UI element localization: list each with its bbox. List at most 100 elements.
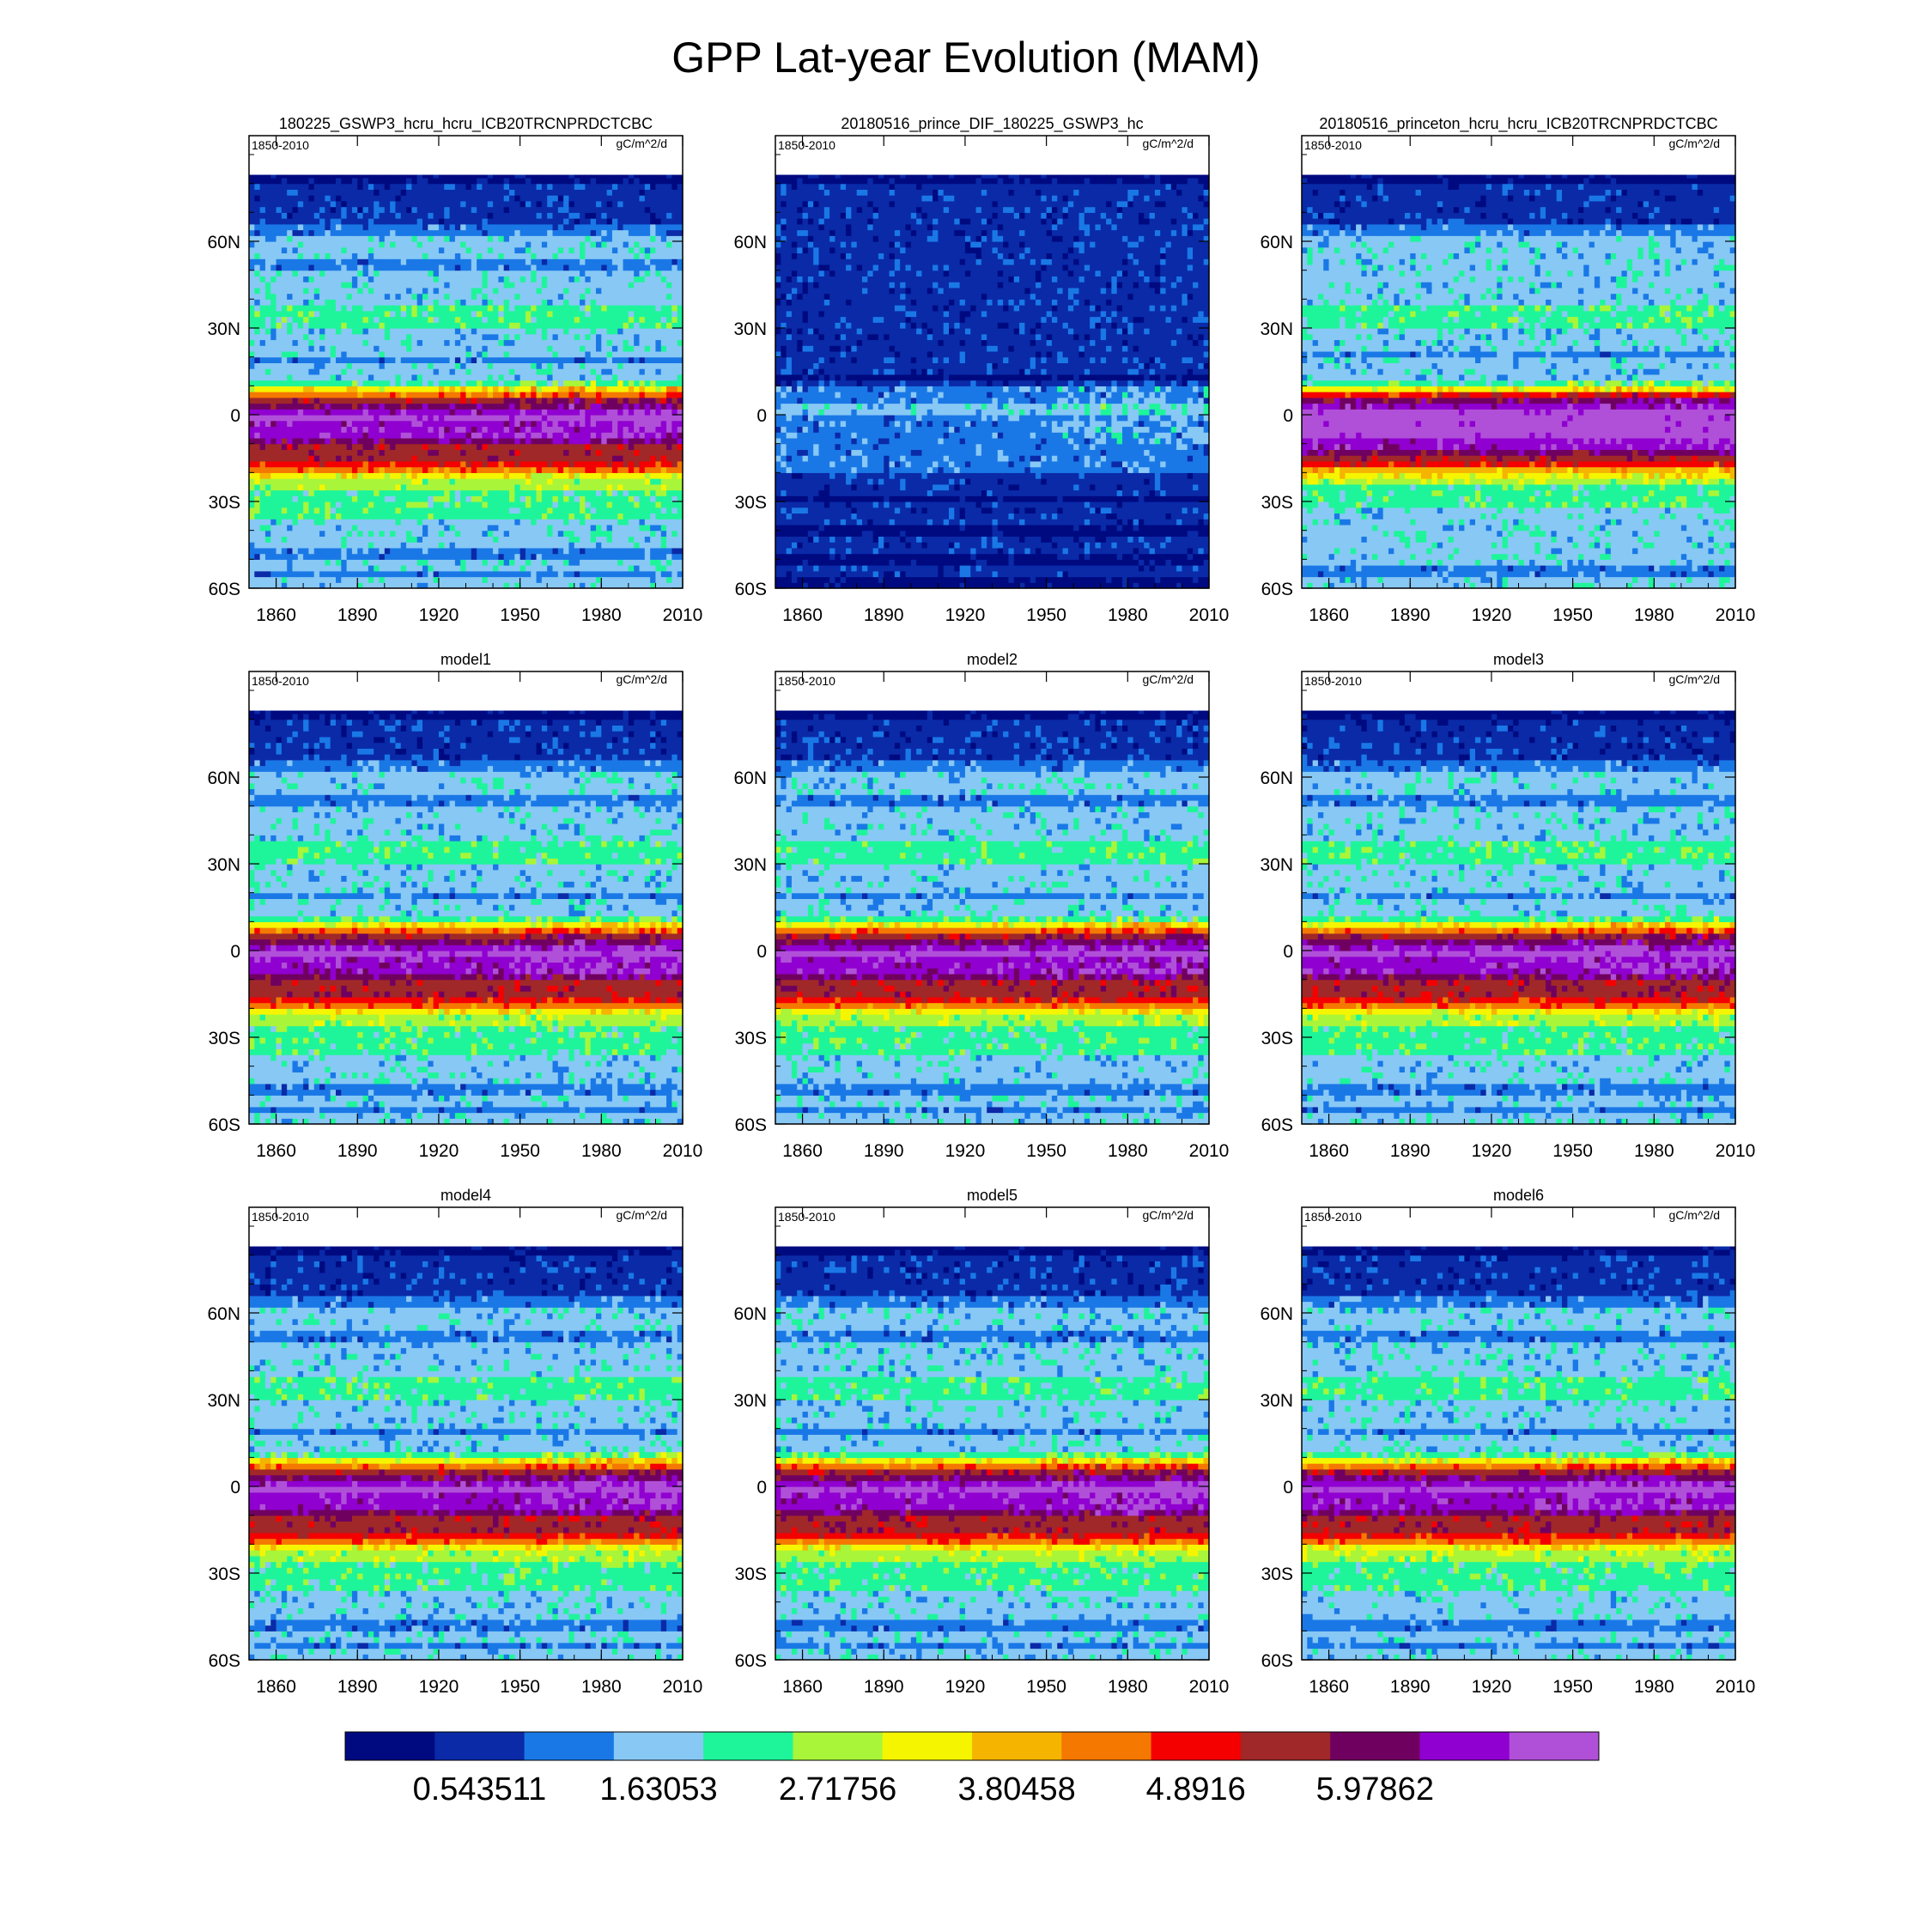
heatmap-cell (449, 374, 456, 381)
heatmap-cell (303, 530, 310, 537)
heatmap-cell (249, 235, 255, 242)
heatmap-cell (628, 282, 635, 289)
heatmap-cell (308, 507, 315, 514)
heatmap-cell (460, 420, 467, 428)
heatmap-cell (308, 478, 315, 485)
heatmap-cell (580, 339, 586, 346)
heatmap-cell (357, 374, 364, 381)
heatmap-cell (596, 374, 602, 381)
heatmap-cell (433, 426, 440, 433)
heatmap-cell (509, 305, 515, 312)
heatmap-cell (536, 489, 543, 496)
heatmap-cell (313, 397, 320, 404)
heatmap-cell (666, 282, 672, 289)
heatmap-cell (336, 489, 342, 496)
heatmap-cell (379, 287, 386, 295)
heatmap-cell (498, 282, 505, 289)
heatmap-cell (650, 513, 657, 519)
heatmap-cell (590, 235, 597, 242)
heatmap-cell (428, 322, 434, 329)
heatmap-cell (336, 559, 342, 566)
heatmap-cell (519, 282, 526, 289)
heatmap-cell (433, 437, 440, 445)
heatmap-cell (449, 530, 456, 537)
heatmap-cell (449, 513, 456, 519)
heatmap-cell (503, 426, 510, 433)
heatmap-cell (585, 426, 592, 433)
heatmap-cell (547, 258, 554, 265)
heatmap-cell (390, 478, 397, 485)
heatmap-cell (503, 530, 510, 537)
heatmap-cell (292, 403, 299, 410)
heatmap-cell (671, 542, 678, 549)
heatmap-cell (384, 415, 391, 422)
heatmap-cell (351, 455, 358, 462)
heatmap-cell (628, 426, 635, 433)
heatmap-cell (477, 293, 483, 300)
heatmap-cell (308, 293, 315, 300)
heatmap-cell (477, 374, 483, 381)
heatmap-cell (465, 530, 472, 537)
heatmap-cell (590, 449, 597, 456)
heatmap-cell (547, 305, 554, 312)
heatmap-cell (563, 345, 570, 352)
heatmap-cell (336, 449, 342, 456)
heatmap-cell (596, 507, 602, 514)
heatmap-cell (531, 536, 538, 543)
heatmap-cell (509, 513, 515, 519)
heatmap-cell (346, 328, 353, 335)
heatmap-cell (477, 229, 483, 236)
heatmap-cell (519, 483, 526, 491)
heatmap-cell (509, 362, 515, 369)
heatmap-cell (525, 478, 532, 485)
heatmap-cell (639, 519, 646, 526)
heatmap-cell (400, 386, 407, 392)
heatmap-cell (341, 443, 348, 450)
heatmap-cell (362, 287, 369, 295)
heatmap-cell (270, 305, 277, 312)
heatmap-cell (509, 437, 515, 445)
heatmap-cell (487, 460, 494, 468)
heatmap-cell (303, 310, 310, 318)
heatmap-cell (606, 403, 613, 410)
heatmap-cell (498, 316, 505, 323)
heatmap-cell (514, 310, 521, 318)
heatmap-cell (487, 530, 494, 537)
heatmap-cell (379, 519, 386, 526)
heatmap-cell (606, 455, 613, 462)
heatmap-cell (400, 420, 407, 428)
heatmap-cell (509, 322, 515, 329)
heatmap-cell (666, 582, 672, 589)
heatmap-cell (585, 392, 592, 398)
heatmap-cell (634, 333, 641, 341)
heatmap-cell (454, 519, 461, 526)
heatmap-cell (471, 252, 477, 259)
heatmap-cell (368, 478, 374, 485)
heatmap-cell (509, 368, 515, 375)
heatmap-cell (454, 559, 461, 566)
heatmap-cell (264, 409, 271, 416)
heatmap-cell (482, 449, 489, 456)
heatmap-cell (611, 489, 618, 496)
heatmap-cell (395, 299, 402, 306)
heatmap-cell (552, 276, 559, 283)
heatmap-cell (308, 582, 315, 589)
heatmap-cell (395, 282, 402, 289)
heatmap-cell (531, 507, 538, 514)
heatmap-cell (568, 495, 575, 502)
heatmap-cell (313, 565, 320, 572)
heatmap-cell (611, 380, 618, 386)
heatmap-cell (525, 333, 532, 341)
heatmap-cell (374, 455, 380, 462)
heatmap-cell (465, 287, 472, 295)
heatmap-cell (249, 519, 255, 526)
heatmap-cell (568, 397, 575, 404)
heatmap-cell (259, 501, 266, 508)
heatmap-cell (644, 455, 651, 462)
heatmap-cell (617, 524, 624, 532)
heatmap-cell (422, 570, 428, 578)
heatmap-cell (351, 530, 358, 537)
heatmap-cell (460, 322, 467, 329)
heatmap-cell (634, 455, 641, 462)
heatmap-cell (574, 501, 580, 508)
